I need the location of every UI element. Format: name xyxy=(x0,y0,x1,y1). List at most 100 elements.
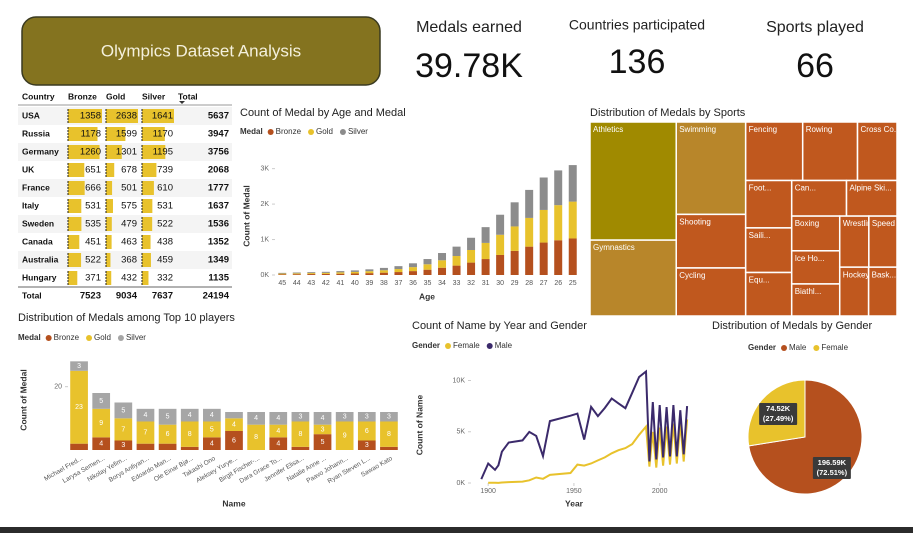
cell: 371 xyxy=(85,273,101,284)
bar-segment xyxy=(225,418,243,431)
bar-segment xyxy=(496,234,505,255)
cell: 1135 xyxy=(208,273,229,284)
bar-segment xyxy=(525,217,534,247)
bar-segment xyxy=(438,267,447,275)
legend-label: Silver xyxy=(126,333,146,342)
data-bar xyxy=(68,145,100,159)
x-tick-label: 36 xyxy=(409,280,417,287)
x-tick-label: 1900 xyxy=(480,488,496,495)
bar-segment xyxy=(203,408,221,422)
bar-segment xyxy=(452,265,461,275)
data-label: 3 xyxy=(365,414,369,421)
data-label: 3 xyxy=(298,414,302,421)
bar-segment xyxy=(136,443,155,450)
data-bar xyxy=(68,271,78,285)
bar-segment xyxy=(467,237,476,251)
cell: 1352 xyxy=(208,237,229,248)
cell: 666 xyxy=(85,183,101,194)
sort-arrow xyxy=(179,101,185,104)
bar-segment xyxy=(423,259,432,265)
bar-segment xyxy=(114,418,133,441)
x-tick-label: 38 xyxy=(380,280,388,287)
data-label: 4 xyxy=(210,441,214,448)
treemap-label: Speed ... xyxy=(872,219,904,228)
x-tick-label: 35 xyxy=(424,280,432,287)
table-header: Total xyxy=(178,91,198,101)
title-box xyxy=(21,16,381,86)
bar-segment xyxy=(394,266,403,270)
data-label: 5 xyxy=(121,407,125,414)
legend-label: Gold xyxy=(94,333,111,342)
data-label: 5 xyxy=(321,439,325,446)
bar-segment xyxy=(278,274,287,275)
treemap-tile xyxy=(845,179,898,217)
row-label: USA xyxy=(22,110,40,120)
bar-segment xyxy=(568,201,577,239)
data-bar xyxy=(106,217,112,231)
data-label: 4 xyxy=(188,412,192,419)
treemap-tile xyxy=(744,121,804,182)
bar-segment xyxy=(313,434,332,450)
x-tick-label: 2000 xyxy=(652,488,668,495)
data-bar xyxy=(68,199,82,213)
treemap-label: Biathl... xyxy=(795,287,822,296)
treemap-tile xyxy=(744,227,793,274)
x-axis-title: Age xyxy=(419,291,435,301)
bar-segment xyxy=(278,273,287,275)
legend-marker xyxy=(813,345,820,351)
data-bar xyxy=(106,235,112,249)
bar-segment xyxy=(350,271,359,274)
treemap-label: Ice Ho... xyxy=(795,254,825,263)
y-tick-label: 0K xyxy=(260,272,269,279)
data-bar xyxy=(68,235,80,249)
cell: 678 xyxy=(121,165,137,176)
bar-segment xyxy=(554,170,563,206)
bar-segment xyxy=(525,246,534,275)
bar-segment xyxy=(203,437,221,450)
bar-segment xyxy=(568,165,577,202)
bar-segment xyxy=(467,250,476,263)
row-label: Canada xyxy=(22,236,53,246)
x-axis-title: Year xyxy=(565,498,584,508)
treemap-tile xyxy=(675,121,747,216)
bar-segment xyxy=(158,408,177,425)
row-label: France xyxy=(22,182,50,192)
row-label: Russia xyxy=(22,128,50,138)
bar-segment xyxy=(336,271,345,273)
y-axis-title: Count of Name xyxy=(414,395,424,456)
cell: 651 xyxy=(85,165,101,176)
bar-segment xyxy=(408,271,417,275)
data-bar xyxy=(68,109,102,123)
treemap-tile xyxy=(589,239,677,317)
data-label: 4 xyxy=(254,415,258,422)
data-label: 4 xyxy=(321,415,325,422)
cell: 1358 xyxy=(80,111,101,122)
cell: 2068 xyxy=(208,165,229,176)
data-bar xyxy=(68,127,98,141)
cell: 5637 xyxy=(208,111,229,122)
bar-segment xyxy=(496,214,505,235)
legend-label: Bronze xyxy=(54,333,80,342)
treemap-label: Gymnastics xyxy=(593,243,635,252)
bar-segment xyxy=(269,424,288,438)
y-tick-label: 0K xyxy=(456,480,465,487)
bar-segment xyxy=(291,421,310,447)
chart-title: Count of Name by Year and Gender xyxy=(412,320,587,332)
data-bar xyxy=(106,109,138,123)
y-tick-label: 3K xyxy=(260,165,269,172)
pie-percent-label: (72.51%) xyxy=(817,468,848,477)
treemap-tile xyxy=(589,121,677,241)
data-bar xyxy=(142,127,165,141)
data-label: 4 xyxy=(276,415,280,422)
data-label: 3 xyxy=(387,414,391,421)
total-cell: 7637 xyxy=(152,291,173,302)
chart-title: Distribution of Medals by Sports xyxy=(590,107,746,119)
data-label: 8 xyxy=(298,431,302,438)
cell: 451 xyxy=(85,237,101,248)
treemap-label: Athletics xyxy=(593,125,623,134)
bar-segment xyxy=(539,209,548,243)
treemap-tile xyxy=(675,213,747,269)
bar-segment xyxy=(180,421,199,447)
x-tick-label: 44 xyxy=(293,280,301,287)
table-header: Gold xyxy=(106,91,125,101)
